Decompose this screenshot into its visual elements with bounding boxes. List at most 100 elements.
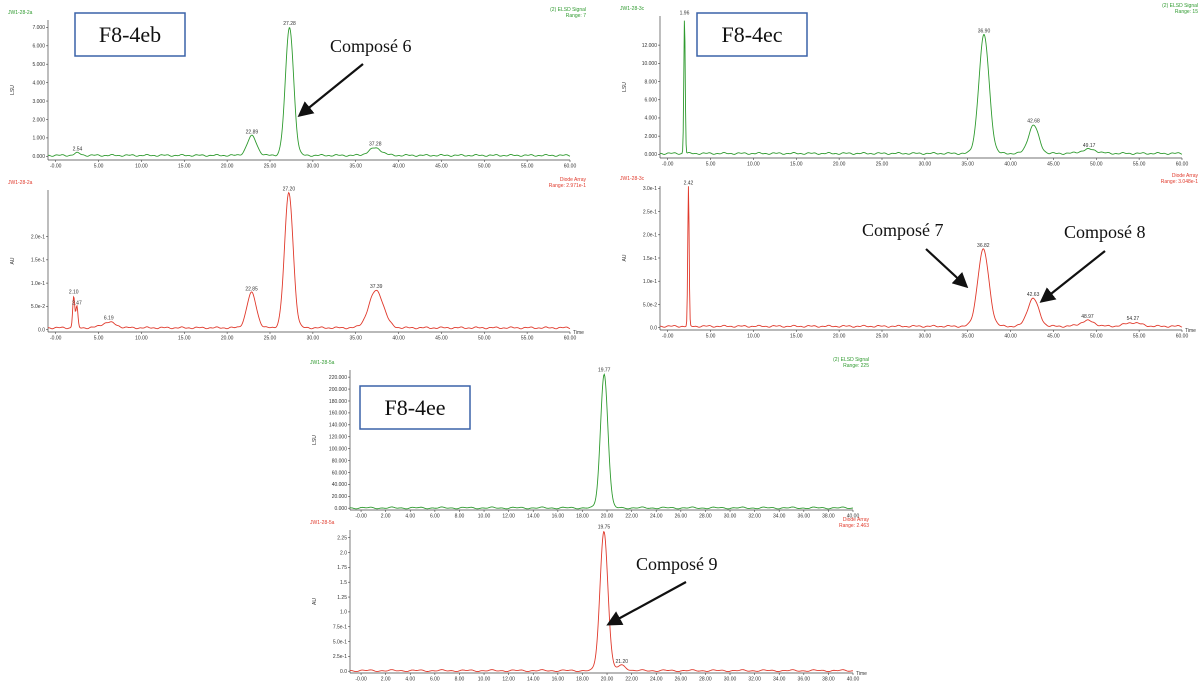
x-tick-label: 10.00	[135, 164, 148, 170]
x-tick-label: 14.00	[527, 677, 540, 682]
x-tick-label: 5.00	[94, 336, 104, 342]
x-tick-label: 10.00	[747, 334, 760, 340]
arrow-compose-8	[1039, 250, 1106, 303]
y-tick-label: 0.0	[650, 325, 657, 331]
peak-label: 1.96	[680, 10, 690, 16]
y-tick-label: 100.000	[329, 446, 347, 452]
x-tick-label: 36.00	[798, 677, 811, 682]
peak-label: 36.90	[978, 29, 991, 35]
peak-label: 19.77	[598, 367, 611, 373]
x-tick-label: 50.00	[478, 164, 491, 170]
x-tick-label: 12.00	[502, 677, 515, 682]
y-axis-title: AU	[10, 257, 16, 264]
x-tick-label: 28.00	[699, 677, 712, 682]
sample-label-f8-4ec: F8-4ec	[721, 22, 782, 47]
x-tick-label: 20.00	[833, 162, 846, 168]
x-tick-label: 25.00	[264, 164, 277, 170]
x-tick-label: 8.00	[455, 514, 465, 520]
annotation-compose-9: Composé 9	[606, 554, 718, 626]
y-tick-label: 3.000	[32, 99, 45, 105]
x-tick-label: 30.00	[919, 162, 932, 168]
peak-label: 6.19	[104, 316, 114, 322]
x-tick-label: 2.00	[381, 677, 391, 682]
annotation-compose-7: Composé 7	[862, 220, 969, 289]
y-tick-label: 6.000	[32, 44, 45, 50]
x-axis-title: Time	[856, 671, 867, 677]
y-tick-label: 5.0e-2	[643, 302, 657, 308]
annotation-label-compose-6: Composé 6	[330, 36, 412, 56]
y-tick-label: 2.000	[32, 117, 45, 123]
y-tick-label: 7.5e-1	[333, 625, 347, 631]
y-axis-title: LSU	[622, 82, 628, 92]
x-tick-label: 40.00	[392, 164, 405, 170]
y-tick-label: 4.000	[644, 116, 657, 122]
x-tick-label: 8.00	[455, 677, 465, 682]
x-tick-label: 60.00	[564, 336, 577, 342]
run-id: JW1-28-2a	[8, 10, 33, 16]
peak-label: 48.97	[1081, 314, 1094, 320]
peak-label: 2.10	[69, 290, 79, 296]
signal-range: Range: 225	[843, 363, 869, 369]
x-tick-label: 34.00	[773, 677, 786, 682]
x-tick-label: 40.00	[847, 514, 860, 520]
annotation-label-compose-9: Composé 9	[636, 554, 718, 574]
y-tick-label: 220.000	[329, 375, 347, 381]
arrow-compose-6	[297, 63, 364, 117]
x-tick-label: 15.00	[178, 336, 191, 342]
signal-name: Diode Array	[560, 177, 587, 183]
x-tick-label: 60.00	[1176, 334, 1189, 340]
x-tick-label: 6.00	[430, 677, 440, 682]
x-tick-label: 40.00	[1004, 334, 1017, 340]
x-tick-label: -0.00	[662, 162, 674, 168]
x-tick-label: 5.00	[706, 162, 716, 168]
peak-label: 22.85	[245, 286, 258, 292]
x-tick-label: 15.00	[790, 162, 803, 168]
y-tick-label: 2.5e-1	[333, 654, 347, 660]
run-id: JW1-28-5a	[310, 360, 335, 366]
x-tick-label: 10.00	[135, 336, 148, 342]
y-tick-label: 2.25	[337, 536, 347, 542]
y-tick-label: 1.5e-1	[31, 258, 45, 264]
y-tick-label: 1.75	[337, 565, 347, 571]
x-tick-label: 16.00	[552, 514, 565, 520]
x-tick-label: 4.00	[405, 677, 415, 682]
y-tick-label: 1.0e-1	[31, 281, 45, 287]
peak-label: 2.42	[684, 180, 694, 186]
y-tick-label: 20.000	[332, 494, 348, 500]
y-axis-title: AU	[312, 598, 318, 605]
x-tick-label: 20.00	[221, 336, 234, 342]
y-axis-title: AU	[622, 254, 628, 261]
peak-label: 2.47	[72, 300, 82, 306]
x-tick-label: 26.00	[675, 514, 688, 520]
x-tick-label: 55.00	[1133, 162, 1146, 168]
peak-label: 22.89	[246, 130, 259, 136]
x-tick-label: 34.00	[773, 514, 786, 520]
y-tick-label: 8.000	[644, 79, 657, 85]
x-tick-label: 12.00	[502, 514, 515, 520]
x-tick-label: 60.00	[564, 164, 577, 170]
y-tick-label: 2.000	[644, 134, 657, 140]
x-tick-label: 55.00	[1133, 334, 1146, 340]
x-tick-label: 18.00	[576, 677, 589, 682]
annotation-label-compose-7: Composé 7	[862, 220, 944, 240]
x-tick-label: 35.00	[349, 336, 362, 342]
x-tick-label: 5.00	[706, 334, 716, 340]
y-tick-label: 40.000	[332, 482, 348, 488]
peak-label: 42.63	[1027, 292, 1040, 298]
chart-3-dad-trace	[349, 530, 854, 673]
signal-range: Range: 2.971e-1	[549, 183, 586, 189]
y-tick-label: 80.000	[332, 458, 348, 464]
sample-box-f8-4ec: F8-4ec	[696, 12, 808, 57]
y-tick-label: 5.000	[32, 62, 45, 68]
chart-2-elsd-trace	[659, 20, 1183, 155]
x-tick-label: 2.00	[381, 514, 391, 520]
annotation-label-compose-8: Composé 8	[1064, 222, 1146, 242]
chart-1-elsd-panel: 0.000 1.000 2.000 3.000 4.000 5.000 6.000 7.000…	[8, 7, 586, 170]
y-tick-label: 0.0	[38, 327, 45, 333]
sample-label-f8-4ee: F8-4ee	[384, 395, 445, 420]
chart-2-dad-panel: 0.0 5.0e-2 1.0e-1 1.5e-1 2.0e-1 2.5e-1 3.0e-1 -…	[620, 173, 1198, 340]
arrow-compose-9	[606, 581, 687, 626]
x-tick-label: 35.00	[961, 334, 974, 340]
chart-1-dad-trace	[47, 191, 571, 330]
